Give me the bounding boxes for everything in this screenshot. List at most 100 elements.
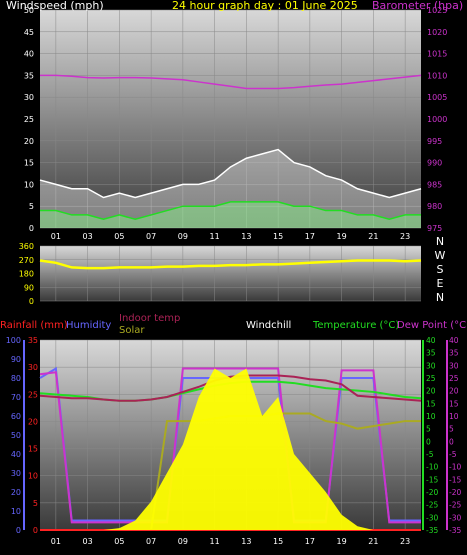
humidity-tick: 30 [11, 469, 21, 478]
wind-panel-x-ticks: 01 03 05 07 09 11 13 15 17 19 21 23 [51, 232, 410, 241]
hour-tick: 05 [114, 537, 124, 546]
hour-tick: 11 [210, 537, 220, 546]
hour-tick: 03 [83, 537, 93, 546]
wind-panel-series [39, 74, 422, 228]
hour-tick: 17 [305, 232, 315, 241]
hour-tick: 01 [51, 537, 61, 546]
series-line-barometer [40, 74, 422, 90]
dewpoint-tick: -20 [449, 488, 461, 497]
legend-item: Temperature (°C) [312, 320, 399, 331]
windspeed-tick: 10 [24, 180, 34, 189]
barometer-tick: 975 [427, 224, 442, 233]
temperature-tick: 35 [426, 349, 436, 358]
wind-direction-line [39, 259, 422, 270]
barometer-tick: 1015 [427, 50, 447, 59]
temperature-tick: -25 [426, 501, 438, 510]
dewpoint-tick: -15 [449, 475, 461, 484]
barometer-tick: 990 [427, 159, 442, 168]
legend-item: Humidity [66, 320, 111, 331]
wind-panel-right-ticks: 1025 1020 1015 1010 1005 1000 995 990 985 980 975 [427, 6, 447, 233]
hour-tick: 19 [337, 232, 347, 241]
temperature-tick: 10 [426, 412, 436, 421]
direction-panel-left-ticks: 360 270 180 90 0 [19, 242, 34, 306]
legend-item: Dew Point (°C) [397, 320, 467, 331]
legend-item: Rainfall (mm) [0, 320, 68, 331]
dewpoint-tick: 10 [449, 412, 459, 421]
temp-panel-ticks: 3530252015105010090807060504030201004035… [6, 336, 462, 535]
rain-tick: 0 [33, 526, 38, 535]
hour-tick: 23 [400, 537, 410, 546]
hour-tick: 11 [210, 232, 220, 241]
series-line-average [40, 201, 421, 221]
hour-tick: 07 [146, 232, 156, 241]
humidity-tick: 90 [11, 355, 21, 364]
chart-title: 24 hour graph day : 01 June 2025 [172, 0, 358, 12]
direction-tick: 90 [24, 283, 34, 292]
hour-tick: 21 [368, 537, 378, 546]
solar-radiation-area [40, 368, 421, 530]
barometer-tick: 1025 [427, 6, 447, 15]
humidity-tick: 0 [16, 526, 21, 535]
temperature-tick: 30 [426, 361, 436, 370]
hour-tick: 13 [241, 537, 251, 546]
series-line-indoor-temp [39, 374, 422, 402]
hour-tick: 09 [178, 537, 188, 546]
humidity-tick: 40 [11, 450, 21, 459]
direction-tick: 270 [19, 256, 34, 265]
barometer-tick: 980 [427, 202, 442, 211]
barometer-tick: 985 [427, 180, 442, 189]
barometer-tick: 1005 [427, 93, 447, 102]
dewpoint-tick: 35 [449, 349, 459, 358]
windspeed-tick: 20 [24, 137, 34, 146]
windspeed-tick: 30 [24, 93, 34, 102]
compass-label: E [437, 277, 444, 290]
hour-tick: 03 [83, 232, 93, 241]
dewpoint-tick: 25 [449, 374, 459, 383]
windspeed-tick: 5 [29, 202, 34, 211]
hour-tick: 23 [400, 232, 410, 241]
rain-tick: 25 [28, 390, 38, 399]
dewpoint-tick: -10 [449, 463, 461, 472]
hour-tick: 15 [273, 232, 283, 241]
temperature-tick: 20 [426, 387, 436, 396]
temperature-tick: -30 [426, 513, 438, 522]
hour-tick: 01 [51, 232, 61, 241]
dewpoint-tick: 15 [449, 399, 459, 408]
legend-item: Windchill [246, 320, 291, 331]
barometer-tick: 1010 [427, 71, 447, 80]
temp-panel-series [39, 366, 422, 531]
temperature-tick: 0 [426, 437, 431, 446]
rain-tick: 10 [28, 472, 38, 481]
hour-tick: 17 [305, 537, 315, 546]
dewpoint-tick: -30 [449, 513, 461, 522]
windspeed-tick: 40 [24, 50, 34, 59]
series-line-gust [39, 148, 422, 199]
humidity-tick: 70 [11, 393, 21, 402]
humidity-tick: 60 [11, 412, 21, 421]
temperature-tick: -15 [426, 475, 438, 484]
dewpoint-tick: -5 [449, 450, 457, 459]
temperature-tick: 5 [426, 425, 431, 434]
rain-tick: 5 [33, 499, 38, 508]
temperature-tick: 40 [426, 336, 436, 345]
temperature-tick: -10 [426, 463, 438, 472]
dewpoint-tick: -25 [449, 501, 461, 510]
hour-tick: 21 [368, 232, 378, 241]
compass-label: N [436, 235, 444, 248]
humidity-tick: 50 [11, 431, 21, 440]
dewpoint-tick: 0 [449, 437, 454, 446]
windspeed-tick: 45 [24, 28, 34, 37]
temperature-tick: 15 [426, 399, 436, 408]
hour-tick: 15 [273, 537, 283, 546]
average-area [40, 201, 421, 228]
direction-panel-series [39, 259, 422, 270]
humidity-tick: 100 [6, 336, 21, 345]
legend-item: Indoor temp [119, 313, 180, 324]
direction-tick: 0 [29, 297, 34, 306]
humidity-tick: 10 [11, 507, 21, 516]
temp-panel-x-ticks: 01 03 05 07 09 11 13 15 17 19 21 23 [51, 537, 410, 546]
compass-label: S [437, 263, 444, 276]
